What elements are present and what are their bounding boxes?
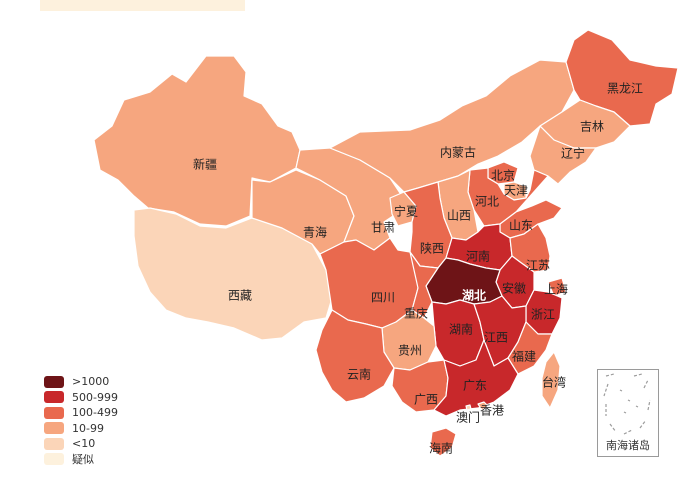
legend-swatch <box>44 437 64 450</box>
legend-item-lt10[interactable]: <10 <box>44 436 118 452</box>
province-xizang[interactable] <box>133 207 333 341</box>
province-shapes <box>93 29 679 457</box>
legend-item-gt1000[interactable]: >1000 <box>44 374 118 390</box>
legend-label: >1000 <box>72 375 110 389</box>
province-hongkong[interactable] <box>477 401 489 411</box>
legend-item-10-99[interactable]: 10-99 <box>44 421 118 437</box>
province-hebei[interactable] <box>467 167 549 227</box>
legend-label: 10-99 <box>72 421 104 435</box>
province-shanghai[interactable] <box>547 277 567 297</box>
legend: >1000 500-999 100-499 10-99 <10 疑似 <box>44 374 118 467</box>
legend-label: 疑似 <box>72 453 94 467</box>
legend-label: 100-499 <box>72 406 118 420</box>
south-china-sea-inset[interactable]: 南海诸岛 <box>597 369 659 457</box>
legend-swatch <box>44 422 64 435</box>
province-yunnan[interactable] <box>315 309 395 403</box>
legend-item-500-999[interactable]: 500-999 <box>44 390 118 406</box>
province-macao[interactable] <box>465 404 472 411</box>
legend-label: 500-999 <box>72 390 118 404</box>
islands-icon <box>603 373 651 435</box>
legend-swatch <box>44 391 64 404</box>
legend-item-suspected[interactable]: 疑似 <box>44 452 118 468</box>
province-xinjiang[interactable] <box>93 55 301 227</box>
province-taiwan[interactable] <box>541 351 561 409</box>
legend-swatch <box>44 375 64 388</box>
province-hainan[interactable] <box>429 427 457 457</box>
legend-label: <10 <box>72 437 96 451</box>
inset-label: 南海诸岛 <box>606 439 650 452</box>
legend-swatch <box>44 406 64 419</box>
province-liaoning[interactable] <box>529 125 597 185</box>
legend-item-100-499[interactable]: 100-499 <box>44 405 118 421</box>
legend-swatch <box>44 453 64 466</box>
province-guangdong[interactable] <box>433 339 519 417</box>
province-label-macao: 澳门 <box>456 410 480 425</box>
top-banner <box>40 0 245 11</box>
